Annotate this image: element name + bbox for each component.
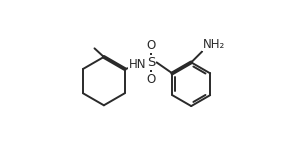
Text: S: S [147, 56, 155, 69]
Text: HN: HN [129, 58, 147, 71]
Text: NH₂: NH₂ [203, 38, 225, 51]
Text: O: O [147, 73, 156, 86]
Text: O: O [147, 39, 156, 52]
